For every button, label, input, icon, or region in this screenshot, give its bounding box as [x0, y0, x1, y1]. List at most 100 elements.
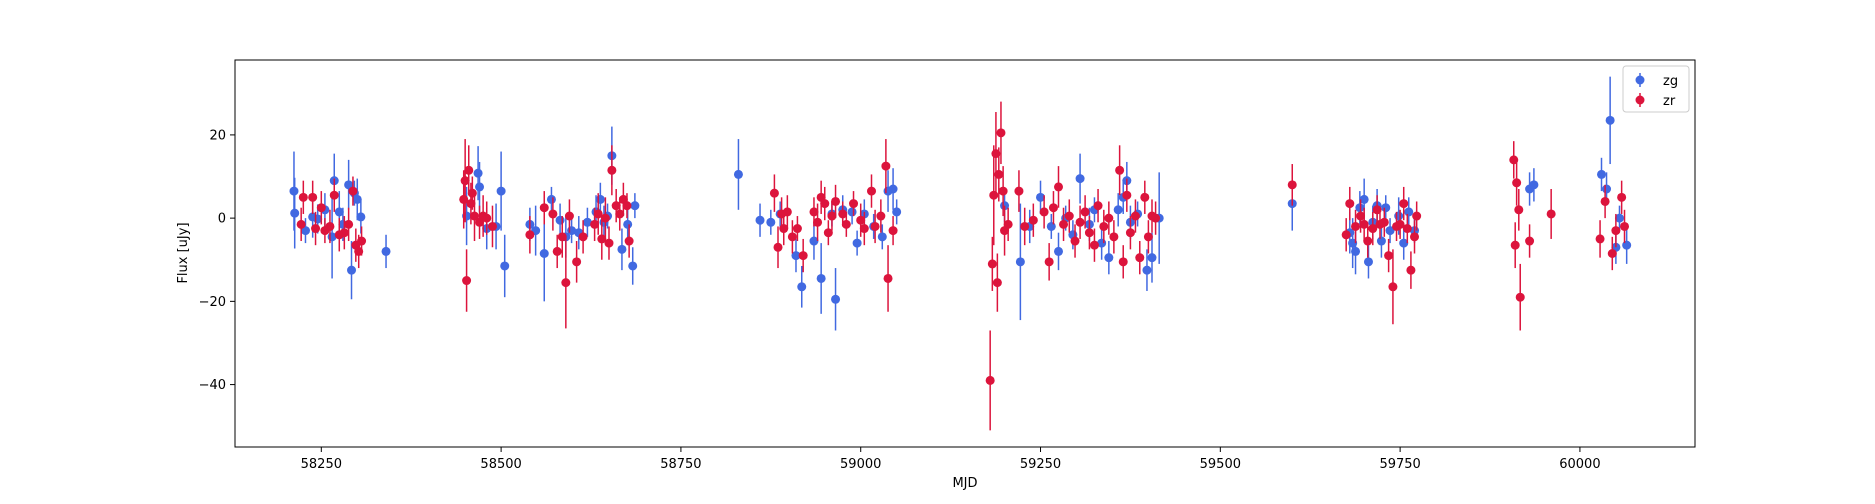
legend-label-zr: zr	[1663, 94, 1676, 109]
point-zr-62	[841, 219, 851, 229]
point-zg-48	[816, 273, 826, 283]
point-zr-104	[1130, 211, 1140, 221]
point-zr-115	[1359, 219, 1369, 229]
point-zr-50	[782, 207, 792, 217]
point-zr-38	[600, 213, 610, 223]
point-zr-92	[1075, 217, 1085, 227]
point-zr-2	[308, 192, 318, 202]
point-zr-26	[525, 230, 535, 240]
point-zg-79	[1147, 253, 1157, 263]
point-zg-58	[888, 184, 898, 194]
point-zr-55	[813, 217, 823, 227]
x-axis-ticks: 58250 58500 58750 59000 59250 59500 59750 60000	[301, 447, 1601, 472]
point-zr-16	[460, 176, 470, 186]
point-zr-117	[1368, 224, 1378, 234]
point-zg-78	[1142, 265, 1152, 275]
point-zr-125	[1399, 199, 1409, 209]
point-zg-25	[539, 249, 549, 258]
point-zr-44	[622, 201, 632, 211]
point-zg-103	[1622, 240, 1632, 250]
point-zr-135	[1525, 236, 1535, 246]
point-zg-90	[1376, 236, 1386, 246]
point-zr-111	[1341, 230, 1351, 240]
point-zg-46	[797, 282, 807, 292]
point-zr-7	[329, 190, 339, 200]
point-zr-14	[357, 236, 367, 246]
x-tick-label-2: 58750	[660, 457, 701, 472]
point-zr-137	[1595, 234, 1605, 244]
point-zg-56	[877, 232, 887, 242]
point-zr-109	[1151, 213, 1161, 223]
point-zr-106	[1140, 192, 1150, 202]
point-zg-31	[582, 217, 592, 227]
point-zr-37	[597, 234, 607, 244]
y-tick-label-1: −20	[199, 295, 226, 310]
point-zr-46	[769, 188, 779, 198]
y-tick-label-0: −40	[199, 378, 226, 393]
point-zr-122	[1388, 282, 1398, 292]
point-zr-52	[792, 224, 802, 234]
point-zr-36	[593, 209, 603, 219]
legend-box	[1622, 65, 1690, 113]
point-zr-19	[466, 199, 476, 209]
point-zg-68	[1075, 174, 1085, 184]
point-zr-3	[311, 224, 321, 234]
point-zr-15	[459, 194, 469, 204]
point-zr-113	[1351, 221, 1361, 231]
point-zr-101	[1118, 257, 1128, 267]
x-tick-label-7: 60000	[1559, 457, 1600, 472]
point-zr-78	[996, 128, 1006, 138]
point-zr-114	[1356, 211, 1366, 221]
point-zg-72	[1104, 253, 1114, 263]
point-zg-42	[755, 215, 765, 225]
point-zr-60	[831, 196, 841, 206]
point-zr-6	[325, 221, 335, 231]
point-zr-11	[348, 186, 358, 196]
point-zg-13	[352, 194, 362, 204]
point-zg-61	[1015, 257, 1025, 267]
point-zr-29	[552, 246, 562, 256]
point-zr-93	[1080, 207, 1090, 217]
point-zr-69	[881, 161, 891, 171]
point-zr-98	[1104, 213, 1114, 223]
point-zr-68	[876, 211, 886, 221]
point-zg-8	[334, 207, 344, 217]
point-zr-127	[1406, 265, 1416, 275]
point-zg-65	[1053, 246, 1063, 256]
point-zr-99	[1109, 232, 1119, 242]
point-zr-89	[1059, 219, 1069, 229]
point-zr-33	[572, 257, 582, 267]
point-zg-18	[475, 182, 485, 192]
point-zr-74	[989, 190, 999, 200]
point-zg-33	[595, 194, 605, 204]
point-zg-59	[892, 207, 902, 217]
point-zr-90	[1064, 211, 1074, 221]
point-zg-41	[733, 169, 743, 179]
point-zr-45	[624, 236, 634, 246]
point-zr-0	[296, 219, 306, 229]
point-zr-139	[1607, 249, 1617, 258]
point-zr-28	[548, 209, 558, 219]
point-zr-24	[482, 213, 492, 223]
point-zr-88	[1053, 182, 1063, 192]
point-zr-47	[773, 242, 783, 252]
point-zr-79	[998, 186, 1008, 196]
point-zr-126	[1402, 224, 1412, 234]
point-zr-107	[1143, 232, 1153, 242]
point-zr-1	[298, 192, 308, 202]
point-zg-94	[1399, 238, 1409, 248]
point-zr-54	[809, 207, 819, 217]
x-tick-label-0: 58250	[301, 457, 342, 472]
point-zr-58	[823, 228, 833, 238]
point-zr-21	[469, 211, 479, 221]
point-zg-95	[1404, 207, 1414, 217]
point-zr-96	[1093, 201, 1103, 211]
point-zr-138	[1600, 196, 1610, 206]
point-zr-18	[464, 165, 474, 175]
point-zg-92	[1385, 226, 1395, 236]
point-zr-142	[1620, 221, 1630, 231]
point-zr-39	[604, 238, 614, 248]
point-zg-1	[290, 208, 300, 218]
point-zr-110	[1287, 180, 1297, 190]
